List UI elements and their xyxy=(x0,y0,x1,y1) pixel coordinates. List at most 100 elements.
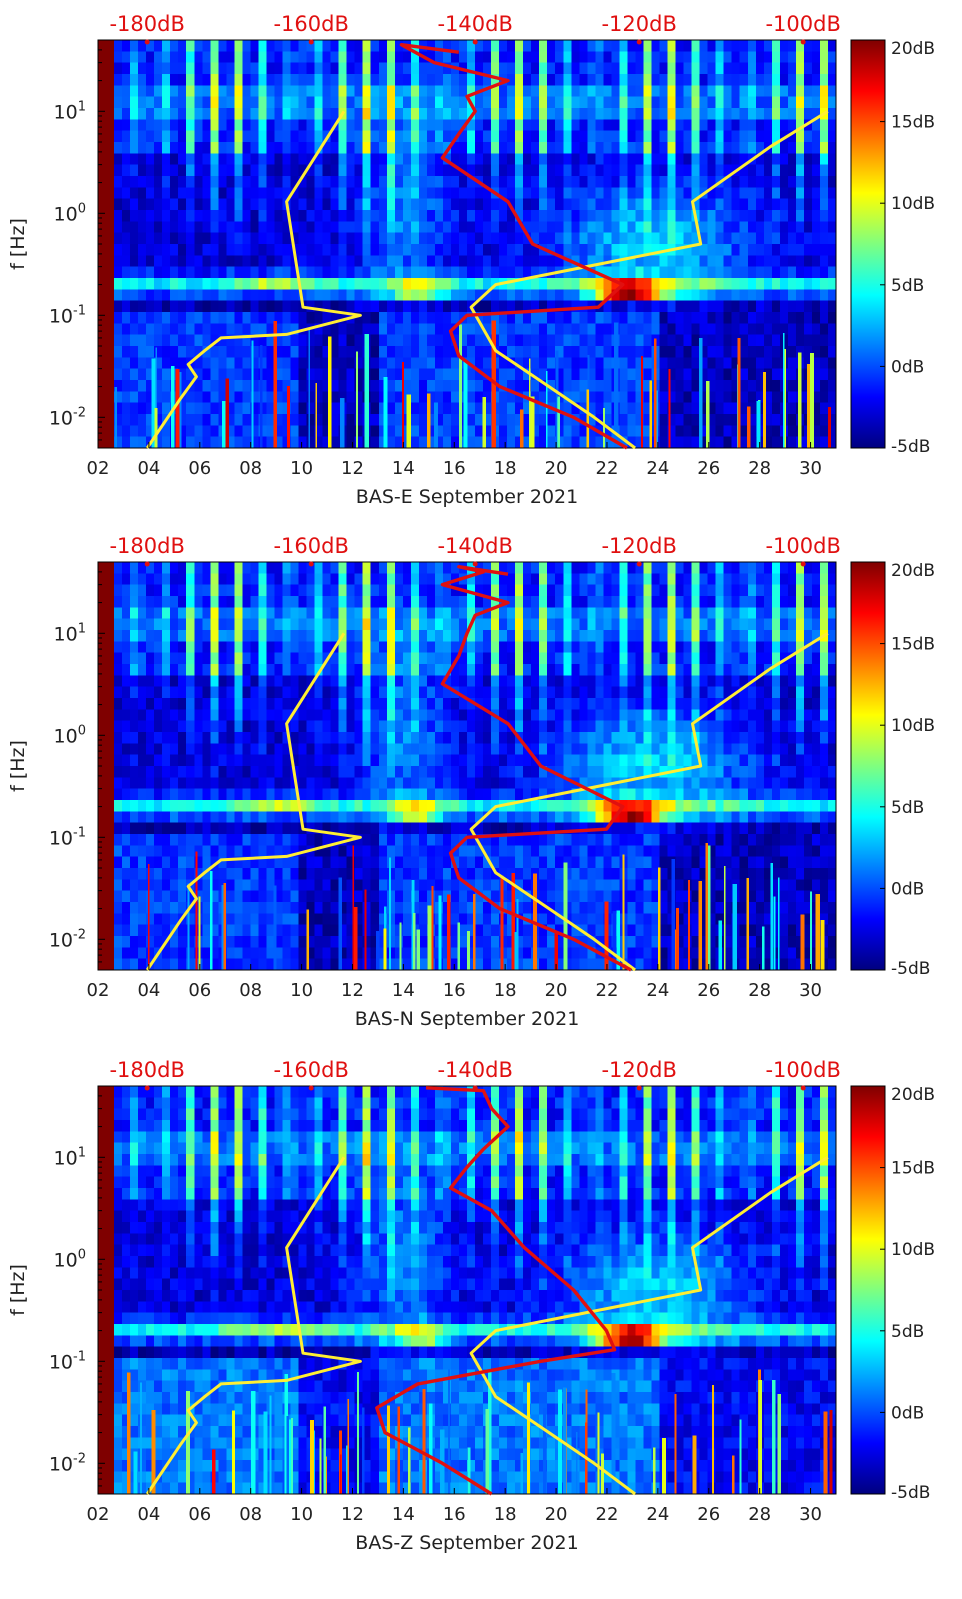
heatmap-cell xyxy=(707,278,717,290)
heatmap-cell xyxy=(442,278,452,290)
heatmap-cell xyxy=(715,414,725,426)
heatmap-cell xyxy=(659,414,669,426)
heatmap-cell xyxy=(106,947,115,960)
heatmap-cell xyxy=(266,562,276,574)
heatmap-cell xyxy=(154,74,163,86)
heatmap-cell xyxy=(146,856,155,869)
heatmap-cell xyxy=(643,51,653,64)
heatmap-cell xyxy=(531,368,540,381)
heatmap-cell xyxy=(226,255,235,268)
heatmap-cell xyxy=(459,436,468,449)
heatmap-cell xyxy=(226,596,235,608)
heatmap-cell xyxy=(434,74,444,86)
heatmap-cell xyxy=(290,323,300,336)
heatmap-cell xyxy=(547,187,556,200)
heatmap-cell xyxy=(739,300,749,313)
heatmap-cell xyxy=(763,300,773,313)
heatmap-cell xyxy=(162,130,171,143)
heatmap-cell xyxy=(194,119,203,132)
heatmap-cell xyxy=(787,153,797,166)
heatmap-cell xyxy=(539,108,548,120)
heatmap-cell xyxy=(611,74,620,86)
heatmap-cell xyxy=(410,664,420,676)
heatmap-cell xyxy=(250,391,259,404)
heatmap-cell xyxy=(114,414,123,426)
heatmap-cell xyxy=(290,686,300,699)
heatmap-cell xyxy=(114,720,123,733)
heatmap-cells xyxy=(98,40,837,449)
heatmap-cell xyxy=(202,96,211,109)
heatmap-cell xyxy=(587,221,596,234)
heatmap-cell xyxy=(266,176,276,188)
heatmap-cell xyxy=(515,357,524,370)
heatmap-cell xyxy=(787,289,797,302)
heatmap-cell xyxy=(555,74,564,86)
heatmap-cell xyxy=(234,845,243,858)
heatmap-cell xyxy=(394,130,404,143)
heatmap-cell xyxy=(739,334,749,347)
heatmap-cell xyxy=(787,40,797,52)
heatmap-cell xyxy=(170,255,179,268)
heatmap-cell xyxy=(587,40,596,52)
heatmap-cell xyxy=(146,142,155,154)
heatmap-cell xyxy=(178,300,187,313)
heatmap-cell xyxy=(531,74,540,86)
heatmap-cell xyxy=(162,890,171,903)
heatmap-cell xyxy=(242,958,251,971)
heatmap-cell xyxy=(386,210,396,222)
heatmap-cell xyxy=(547,176,556,188)
heatmap-cell xyxy=(643,221,653,234)
heatmap-cell xyxy=(290,176,300,188)
heatmap-cell xyxy=(170,811,179,824)
heatmap-cell xyxy=(98,300,107,313)
heatmap-cell xyxy=(210,414,219,426)
heatmap-cell xyxy=(138,176,147,188)
heatmap-cell xyxy=(410,130,420,143)
heatmap-cell xyxy=(394,164,404,177)
heatmap-cell xyxy=(434,62,444,75)
heatmap-cell xyxy=(210,947,219,960)
heatmap-cell xyxy=(483,346,492,358)
heatmap-cell xyxy=(98,675,107,688)
heatmap-cell xyxy=(226,357,235,370)
heatmap-cell xyxy=(226,766,235,778)
heatmap-cell xyxy=(499,414,508,426)
heatmap-cell xyxy=(563,425,572,438)
heatmap-cell xyxy=(619,312,628,324)
heatmap-cell xyxy=(258,584,267,597)
heatmap-cell xyxy=(491,266,500,279)
heatmap-cell xyxy=(523,266,532,279)
heatmap-cell xyxy=(186,130,195,143)
heatmap-cell xyxy=(130,822,139,835)
heatmap-cell xyxy=(571,368,580,381)
heatmap-cell xyxy=(306,709,316,722)
heatmap-cell xyxy=(739,176,749,188)
heatmap-cell xyxy=(491,142,500,154)
heatmap-cell xyxy=(130,698,139,710)
heatmap-cell xyxy=(266,868,276,880)
heatmap-cell xyxy=(394,947,404,960)
heatmap-cell xyxy=(675,51,685,64)
heatmap-cell xyxy=(266,743,276,756)
heatmap-cell xyxy=(370,890,380,903)
heatmap-cell xyxy=(186,210,195,222)
heatmap-cell xyxy=(186,368,195,381)
heatmap-cell xyxy=(667,62,677,75)
x-tick-label: 10 xyxy=(290,458,313,479)
colorbar-tick-label: 20dB xyxy=(891,39,935,59)
heatmap-cell xyxy=(202,300,211,313)
heatmap-cell xyxy=(138,323,147,336)
heatmap-cell xyxy=(274,913,284,926)
heatmap-cell xyxy=(434,618,444,631)
heatmap-cell xyxy=(122,936,131,948)
heatmap-cell xyxy=(394,732,404,744)
heatmap-cell xyxy=(635,414,645,426)
heatmap-cell xyxy=(146,573,155,586)
heatmap-streak xyxy=(364,334,369,448)
heatmap-cell xyxy=(763,278,773,290)
heatmap-cell xyxy=(715,51,725,64)
heatmap-cell xyxy=(298,425,308,438)
heatmap-cell xyxy=(771,119,781,132)
heatmap-cell xyxy=(266,198,276,211)
heatmap-cell xyxy=(803,164,813,177)
